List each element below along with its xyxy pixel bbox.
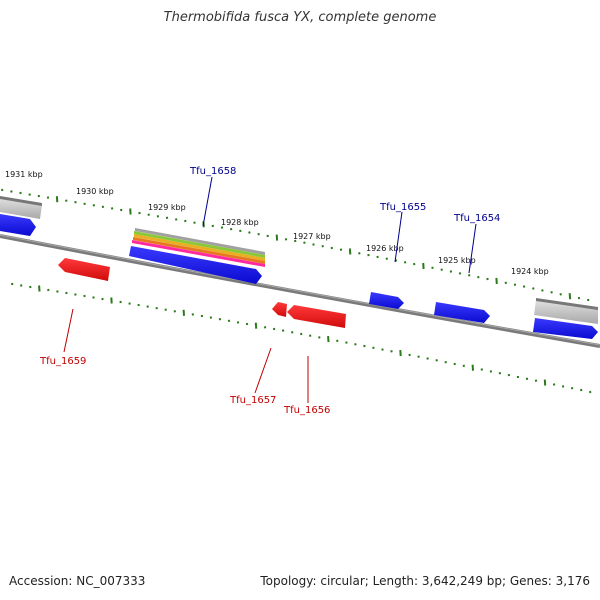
- label-tfu1659[interactable]: Tfu_1659: [39, 356, 86, 367]
- kbp-label-1930: 1930 kbp: [76, 187, 114, 196]
- leader-tfu1654: [468, 223, 477, 274]
- label-tfu1656[interactable]: Tfu_1656: [283, 405, 330, 416]
- leader-tfu1658: [202, 176, 213, 227]
- feature-grey-left-edge: [0, 196, 42, 206]
- leader-tfu1657: [254, 347, 272, 394]
- label-tfu1654[interactable]: Tfu_1654: [453, 213, 500, 224]
- genome-summary-text: Topology: circular; Length: 3,642,249 bp…: [260, 574, 590, 588]
- kbp-label-1929: 1929 kbp: [148, 203, 186, 212]
- gene-forward-left[interactable]: [0, 214, 36, 236]
- feature-grey-right[interactable]: [534, 300, 598, 324]
- gene-reverse-tfu1659[interactable]: [58, 258, 110, 281]
- kbp-label-1926: 1926 kbp: [366, 244, 404, 253]
- kbp-label-1924: 1924 kbp: [511, 267, 549, 276]
- gene-reverse-tfu1656[interactable]: [287, 305, 346, 328]
- genome-backbone: [0, 234, 600, 348]
- outer-ruler-ticks: [1, 188, 590, 302]
- leader-tfu1655: [394, 211, 403, 263]
- kbp-label-1931: 1931 kbp: [5, 170, 43, 179]
- map-title: Thermobifida fusca YX, complete genome: [163, 10, 437, 25]
- label-tfu1655[interactable]: Tfu_1655: [379, 202, 426, 213]
- kbp-label-1925: 1925 kbp: [438, 256, 476, 265]
- gene-forward-right[interactable]: [533, 318, 598, 339]
- leader-tfu1659: [63, 308, 74, 353]
- label-tfu1658[interactable]: Tfu_1658: [189, 166, 236, 177]
- gene-forward-tfu1655[interactable]: [369, 292, 404, 309]
- gene-forward-tfu1658[interactable]: [129, 246, 262, 284]
- gene-reverse-tfu1657[interactable]: [272, 302, 287, 317]
- feature-grey-right-edge: [536, 298, 598, 310]
- tfu1658-annotation-stripes: [132, 228, 265, 267]
- kbp-label-1928: 1928 kbp: [221, 218, 259, 227]
- inner-ruler-ticks: [11, 282, 592, 394]
- kbp-label-1927: 1927 kbp: [293, 232, 331, 241]
- gene-forward-tfu1654[interactable]: [434, 302, 490, 323]
- genome-backbone-highlight: [0, 234, 600, 346]
- accession-text: Accession: NC_007333: [9, 574, 146, 588]
- label-tfu1657[interactable]: Tfu_1657: [229, 395, 276, 406]
